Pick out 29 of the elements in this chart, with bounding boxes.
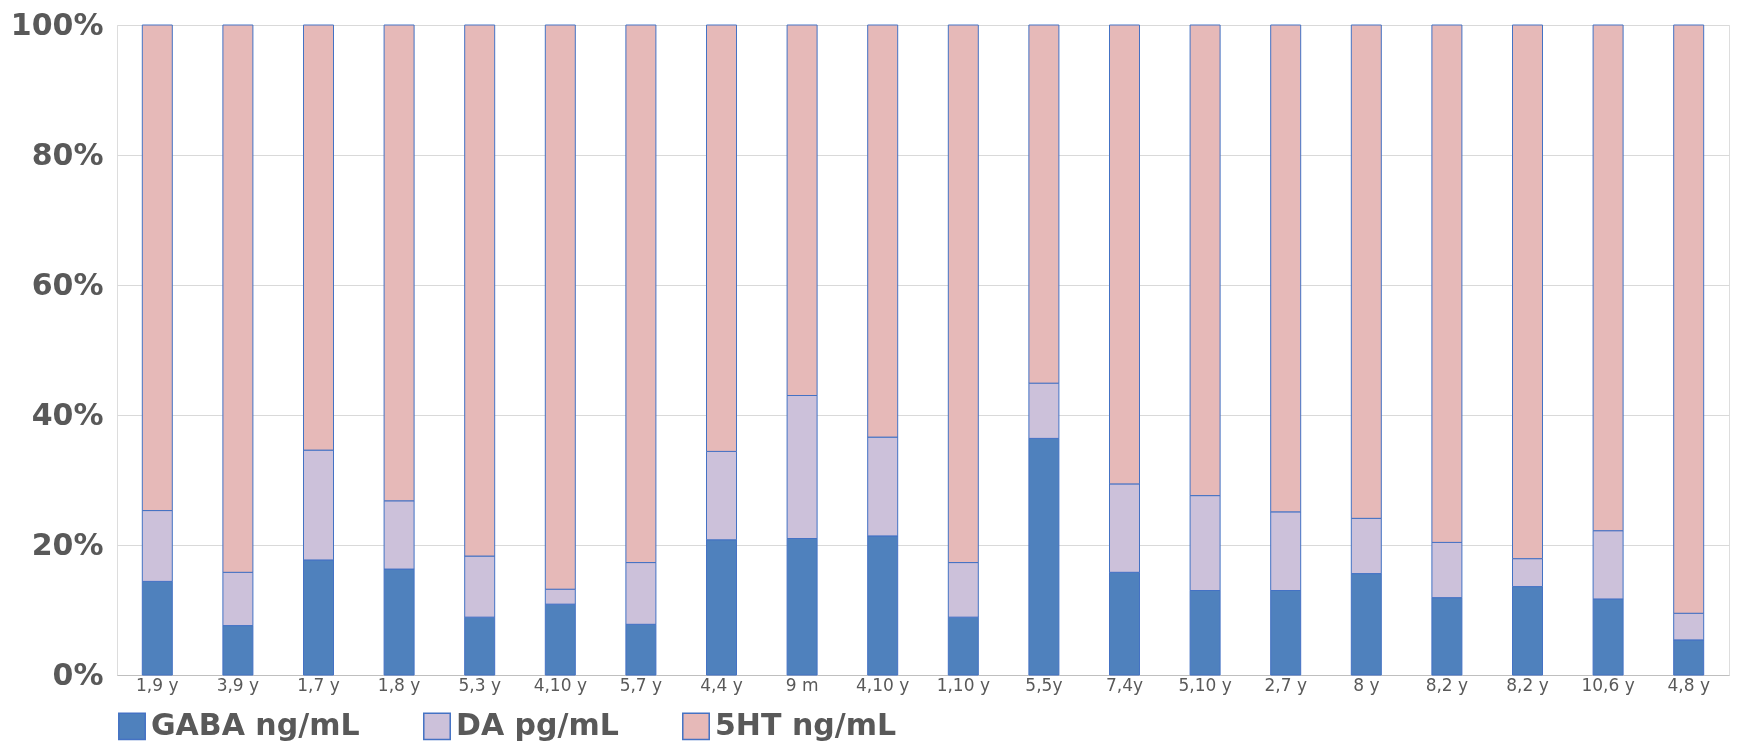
- x-tick-label: 4,4 y: [700, 674, 743, 695]
- x-tick-label: 7,4y: [1105, 674, 1144, 695]
- x-tick-label: 1,7 y: [297, 674, 340, 695]
- x-tick-label: 5,7 y: [619, 674, 663, 695]
- y-tick-label: 20%: [31, 526, 104, 562]
- x-tick-label: 8 y: [1353, 674, 1380, 695]
- x-tick-label: 8,2 y: [1425, 674, 1469, 695]
- y-tick-label: 80%: [31, 136, 104, 172]
- x-tick-label: 1,9 y: [136, 674, 179, 695]
- x-tick-label: 4,10 y: [856, 674, 910, 695]
- x-tick-label: 10,6 y: [1581, 674, 1635, 695]
- x-tick-label: 5,10 y: [1178, 674, 1232, 695]
- x-tick-label: 5,3 y: [458, 674, 501, 695]
- y-tick-label: 60%: [31, 266, 104, 302]
- x-tick-label: 4,8 y: [1667, 674, 1710, 695]
- x-tick-label: 1,10 y: [936, 674, 990, 695]
- x-tick-label: 9 m: [785, 674, 819, 695]
- y-tick-label: 40%: [31, 396, 104, 432]
- x-tick-label: 5,5y: [1025, 674, 1063, 695]
- x-tick-label: 1,8 y: [377, 674, 421, 695]
- x-tick-label: 4,10 y: [533, 674, 587, 695]
- x-tick-label: 8,2 y: [1506, 674, 1549, 695]
- x-tick-label: 2,7 y: [1264, 674, 1307, 695]
- legend-label: GABA ng/mL: [151, 707, 360, 743]
- x-tick-label: 3,9 y: [216, 674, 260, 695]
- legend-label: 5HT ng/mL: [715, 707, 897, 743]
- legend-label: DA pg/mL: [456, 707, 619, 743]
- y-tick-label: 100%: [10, 6, 104, 42]
- y-tick-label: 0%: [52, 656, 104, 692]
